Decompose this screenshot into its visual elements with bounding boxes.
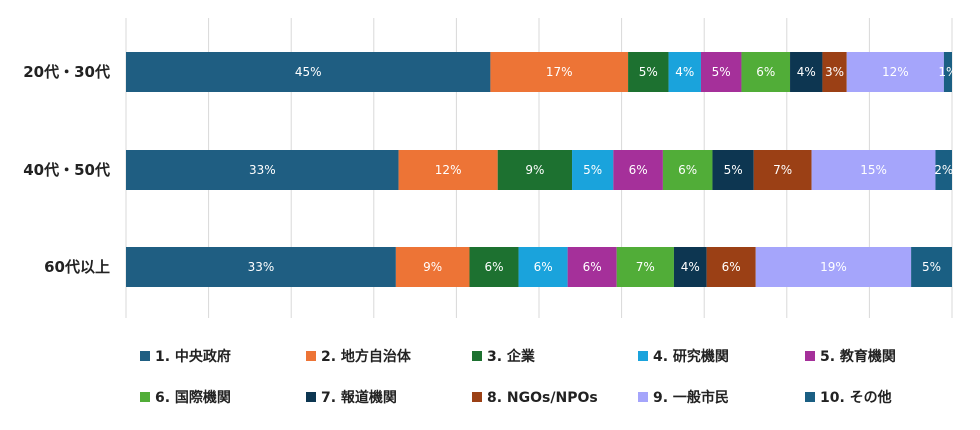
data-label: 45%	[295, 65, 322, 79]
data-label: 5%	[639, 65, 658, 79]
bar-segment	[662, 150, 713, 190]
data-label: 4%	[675, 65, 694, 79]
legend-swatch	[638, 392, 648, 402]
legend-swatch	[472, 351, 482, 361]
legend-label: 6. 国際機関	[155, 389, 231, 406]
data-label: 6%	[484, 260, 503, 274]
legend-swatch	[306, 351, 316, 361]
bar-segment	[518, 247, 568, 287]
data-label: 3%	[825, 65, 844, 79]
bar-segment	[706, 247, 756, 287]
data-label: 7%	[773, 163, 792, 177]
bar-segment	[753, 150, 812, 190]
legend-label: 7. 報道機関	[321, 389, 397, 406]
legend-label: 2. 地方自治体	[321, 348, 412, 365]
category-label: 40代・50代	[23, 161, 110, 179]
legend-label: 4. 研究機関	[653, 348, 729, 365]
bar-segment	[811, 150, 936, 190]
legend-swatch	[638, 351, 648, 361]
data-label: 4%	[797, 65, 816, 79]
bars: 45% 17% 5% 4% 5% 6% 4% 3% 12% 1% 33% 12% 9% 5% 6% 6% 5% 7…	[126, 52, 957, 287]
legend-swatch	[306, 392, 316, 402]
legend-label: 3. 企業	[487, 348, 536, 365]
data-label: 1%	[938, 65, 957, 79]
bar-segment	[628, 52, 669, 92]
legend-label: 5. 教育機関	[820, 348, 896, 365]
data-label: 4%	[681, 260, 700, 274]
bar-segment	[943, 52, 952, 92]
data-label: 5%	[922, 260, 941, 274]
bar-segment	[668, 52, 701, 92]
data-label: 33%	[248, 260, 275, 274]
bar-segment	[790, 52, 823, 92]
data-label: 6%	[678, 163, 697, 177]
bar-segment	[935, 150, 952, 190]
bar-segment	[572, 150, 614, 190]
legend-swatch	[805, 351, 815, 361]
bar-segment	[398, 150, 498, 190]
legend-label: 8. NGOs/NPOs	[487, 390, 598, 406]
bar-segment	[755, 247, 912, 287]
category-labels: 20代・30代 40代・50代 60代以上	[23, 63, 110, 276]
bar-segment	[613, 150, 663, 190]
legend-label: 10. その他	[820, 389, 892, 406]
bar-segment	[567, 247, 617, 287]
legend-swatch	[140, 392, 150, 402]
data-label: 6%	[583, 260, 602, 274]
bar-segment	[673, 247, 707, 287]
data-label: 6%	[534, 260, 553, 274]
legend-swatch	[472, 392, 482, 402]
bar-segment	[126, 52, 491, 92]
legend-label: 9. 一般市民	[653, 389, 729, 406]
bar-segment	[822, 52, 847, 92]
bar-segment	[700, 52, 742, 92]
bar-segment	[126, 150, 399, 190]
bar-segment	[741, 52, 791, 92]
data-label: 5%	[712, 65, 731, 79]
data-label: 5%	[724, 163, 743, 177]
bar-segment	[846, 52, 944, 92]
legend-swatch	[140, 351, 150, 361]
bar-segment	[616, 247, 674, 287]
category-label: 20代・30代	[23, 63, 110, 81]
data-label: 19%	[820, 260, 847, 274]
bar-segment	[490, 52, 629, 92]
bar-segment	[395, 247, 470, 287]
data-label: 9%	[525, 163, 544, 177]
data-label: 2%	[934, 163, 953, 177]
bar-segment	[911, 247, 952, 287]
data-label: 6%	[722, 260, 741, 274]
data-label: 6%	[629, 163, 648, 177]
bar-segment	[497, 150, 573, 190]
data-label: 12%	[882, 65, 909, 79]
bar-segment	[126, 247, 396, 287]
legend-swatch	[805, 392, 815, 402]
data-label: 15%	[860, 163, 887, 177]
data-label: 12%	[435, 163, 462, 177]
data-label: 7%	[636, 260, 655, 274]
legend-label: 1. 中央政府	[155, 348, 231, 365]
data-label: 9%	[423, 260, 442, 274]
data-label: 6%	[756, 65, 775, 79]
bar-segment	[469, 247, 519, 287]
data-label: 33%	[249, 163, 276, 177]
bar-segment	[712, 150, 754, 190]
category-label: 60代以上	[44, 258, 110, 276]
data-label: 5%	[583, 163, 602, 177]
data-label: 17%	[546, 65, 573, 79]
legend: 1. 中央政府 2. 地方自治体 3. 企業 4. 研究機関 5. 教育機関 6. 国際機…	[140, 348, 896, 406]
